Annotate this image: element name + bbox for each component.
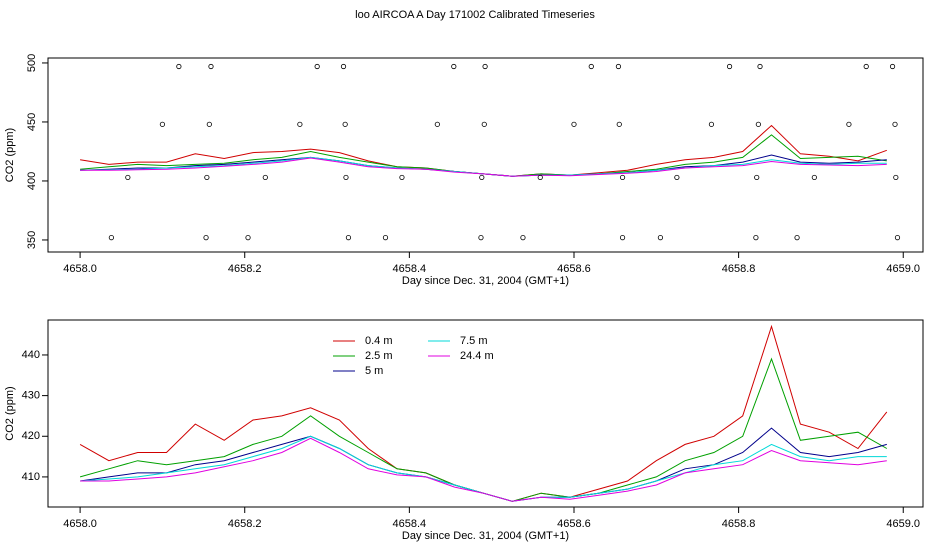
scatter-point	[176, 63, 182, 70]
scatter-point	[399, 174, 405, 181]
scatter-point	[479, 174, 485, 181]
scatter-point	[343, 174, 349, 181]
y-tick-label: 350	[26, 231, 38, 249]
scatter-point	[520, 235, 526, 241]
series-line	[80, 437, 887, 502]
x-tick-label: 4658.6	[557, 518, 591, 530]
x-axis-label: Day since Dec. 31, 2004 (GMT+1)	[402, 530, 569, 542]
legend-label: 5 m	[365, 365, 383, 377]
series-line	[80, 134, 887, 177]
y-axis-label: CO2 (ppm)	[4, 128, 16, 182]
series-line	[80, 157, 887, 177]
scatter-point	[245, 235, 251, 241]
legend-label: 0.4 m	[365, 335, 393, 347]
scatter-point	[889, 63, 896, 70]
x-tick-label: 4658.2	[228, 263, 262, 275]
scatter-point	[125, 174, 131, 181]
legend-label: 2.5 m	[365, 350, 393, 362]
scatter-point	[755, 121, 761, 127]
scatter-point	[345, 235, 352, 241]
scatter-point	[708, 121, 715, 127]
scatter-point	[794, 235, 800, 241]
scatter-point	[674, 174, 680, 181]
scatter-point	[451, 63, 457, 70]
x-tick-label: 4658.0	[63, 263, 97, 275]
x-tick-label: 4658.6	[557, 263, 591, 275]
scatter-point	[159, 121, 166, 127]
scatter-point	[588, 63, 594, 70]
scatter-point	[204, 174, 210, 181]
scatter-point	[208, 63, 214, 70]
scatter-point	[537, 174, 543, 181]
x-tick-label: 4658.2	[228, 518, 262, 530]
scatter-point	[615, 63, 622, 70]
scatter-point	[754, 174, 760, 181]
y-tick-label: 400	[26, 172, 38, 190]
scatter-point	[482, 63, 488, 70]
scatter-point	[619, 174, 626, 181]
x-tick-label: 4658.0	[63, 518, 97, 530]
scatter-point	[314, 63, 320, 70]
scatter-point	[342, 121, 348, 127]
scatter-point	[262, 174, 268, 181]
scatter-point	[481, 121, 487, 127]
scatter-point	[846, 121, 852, 127]
scatter-point	[726, 63, 733, 70]
scatter-point	[203, 235, 209, 241]
scatter-point	[434, 121, 440, 127]
scatter-point	[206, 121, 212, 127]
chart-title: loo AIRCOA A Day 171002 Calibrated Times…	[355, 9, 595, 21]
y-tick-label: 440	[22, 349, 40, 361]
scatter-point	[863, 63, 869, 70]
y-tick-label: 410	[22, 471, 40, 483]
x-tick-label: 4658.4	[393, 518, 427, 530]
scatter-point	[619, 235, 626, 241]
scatter-point	[757, 63, 763, 70]
scatter-point	[382, 235, 389, 241]
series-line	[80, 156, 887, 177]
x-tick-label: 4659.0	[886, 518, 920, 530]
scatter-point	[753, 235, 759, 241]
scatter-point	[571, 121, 577, 127]
series-line	[80, 435, 887, 502]
scatter-point	[894, 235, 901, 241]
x-tick-label: 4659.0	[886, 263, 920, 275]
y-tick-label: 420	[22, 430, 40, 442]
series-line	[79, 357, 888, 502]
scatter-point	[811, 174, 817, 181]
scatter-point	[108, 235, 114, 241]
scatter-point	[616, 121, 622, 127]
scatter-point	[657, 235, 664, 241]
scatter-point	[478, 235, 484, 241]
series-line	[80, 154, 887, 177]
y-tick-label: 500	[26, 54, 38, 72]
scatter-point	[893, 174, 899, 181]
scatter-point	[297, 121, 303, 127]
x-tick-label: 4658.8	[722, 518, 756, 530]
x-axis-label: Day since Dec. 31, 2004 (GMT+1)	[402, 275, 569, 287]
y-axis-label: CO2 (ppm)	[4, 386, 16, 440]
scatter-point	[340, 63, 347, 70]
x-tick-label: 4658.8	[722, 263, 756, 275]
legend-label: 24.4 m	[460, 350, 494, 362]
scatter-point	[892, 121, 898, 127]
series-line	[80, 427, 887, 502]
x-tick-label: 4658.4	[393, 263, 427, 275]
legend-label: 7.5 m	[460, 335, 488, 347]
series-line	[80, 124, 887, 177]
plot-frame	[47, 319, 924, 508]
y-tick-label: 430	[22, 390, 40, 402]
plot-frame	[47, 57, 924, 253]
y-tick-label: 450	[26, 113, 38, 131]
